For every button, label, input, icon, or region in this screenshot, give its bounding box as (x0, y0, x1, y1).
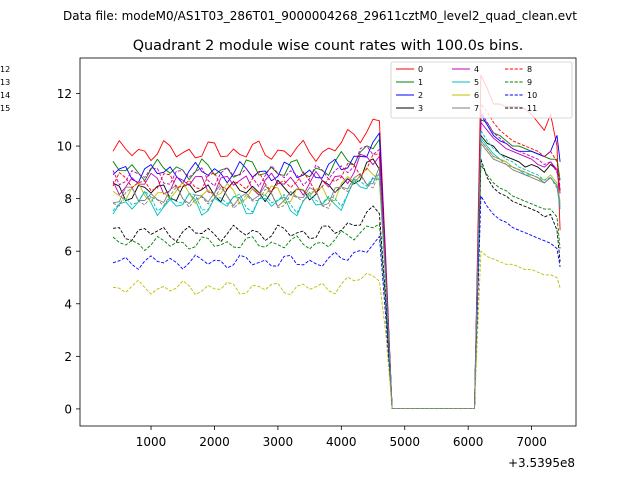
x-tick-label: 7000 (516, 435, 547, 449)
legend-label-2: 2 (418, 91, 423, 100)
legend-label-7: 7 (474, 104, 479, 113)
x-tick-label: 3000 (263, 435, 294, 449)
y-tick-label: 6 (64, 245, 72, 259)
legend-label-13: 13 (0, 78, 10, 87)
x-tick-label: 4000 (326, 435, 357, 449)
series-line-10 (112, 195, 561, 409)
legend-label-8: 8 (527, 65, 532, 74)
y-tick-label: 0 (64, 402, 72, 416)
y-axis: 0 2 4 6 8 10 12 (57, 87, 80, 416)
x-tick-label: 6000 (453, 435, 484, 449)
x-tick-label: 2000 (199, 435, 230, 449)
series-line-14 (112, 250, 561, 409)
series-line-12 (112, 111, 561, 409)
legend-label-6: 6 (474, 91, 479, 100)
figure-suptitle: Data file: modeM0/AS1T03_286T01_90000042… (63, 9, 577, 23)
y-tick-label: 8 (64, 192, 72, 206)
legend-label-3: 3 (418, 104, 423, 113)
y-tick-label: 10 (57, 140, 72, 154)
series-line-13 (112, 129, 561, 409)
legend-frame (390, 61, 573, 119)
legend-label-10: 10 (527, 91, 537, 100)
series-line-5 (112, 137, 561, 409)
series-line-4 (112, 121, 561, 409)
series-layer (112, 74, 561, 409)
series-line-2 (112, 114, 561, 409)
series-line-11 (112, 158, 561, 409)
x-tick-label: 5000 (389, 435, 420, 449)
axes-frame (79, 57, 577, 427)
y-tick-label: 12 (57, 87, 72, 101)
y-tick-label: 4 (64, 297, 72, 311)
legend-label-14: 14 (0, 91, 10, 100)
legend-label-4: 4 (474, 65, 479, 74)
legend-label-5: 5 (474, 78, 479, 87)
series-line-9 (112, 164, 561, 409)
x-axis: 1000 2000 3000 4000 5000 6000 7000 (136, 426, 547, 449)
legend-label-0: 0 (418, 65, 423, 74)
y-tick-label: 2 (64, 350, 72, 364)
series-line-15 (112, 140, 561, 409)
legend-label-11: 11 (527, 104, 537, 113)
x-axis-offset-label: +3.5395e8 (508, 456, 575, 470)
chart-title: Quadrant 2 module wise count rates with … (133, 38, 524, 54)
series-line-7 (112, 142, 561, 409)
x-tick-label: 1000 (136, 435, 167, 449)
legend-label-15: 15 (0, 104, 10, 113)
legend-label-1: 1 (418, 78, 423, 87)
legend-label-9: 9 (527, 78, 532, 87)
legend-label-12: 12 (0, 65, 10, 74)
